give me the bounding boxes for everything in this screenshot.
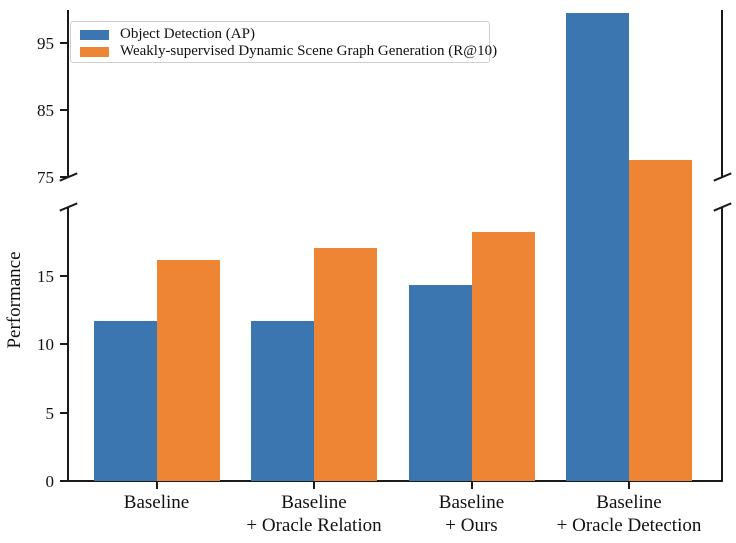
x-tick-1 [313, 482, 315, 489]
x-tick-label-3: Baseline + Oracle Detection [556, 492, 702, 536]
y-tick-95 [60, 42, 67, 45]
y-tick-15 [60, 274, 67, 277]
bar-series0-cat3 [566, 13, 629, 481]
x-tick-label-1: Baseline + Oracle Relation [246, 492, 382, 536]
legend-item-0: Object Detection (AP) [80, 26, 489, 43]
y-tick-label-10: 10 [37, 335, 54, 354]
y-tick-label-85: 85 [37, 101, 54, 121]
y-tick-label-15: 15 [37, 266, 54, 286]
legend: Object Detection (AP) Weakly-supervised D… [70, 21, 497, 63]
legend-swatch-icon [80, 29, 109, 40]
bar-series1-cat3 [629, 160, 692, 481]
y-axis-spine-lower-right [721, 207, 723, 482]
bar-series1-cat0 [156, 260, 220, 481]
legend-label: Weakly-supervised Dynamic Scene Graph Ge… [120, 43, 498, 59]
y-axis-spine-upper-right [721, 10, 723, 177]
y-tick-5 [60, 411, 67, 414]
x-tick-2 [470, 482, 473, 489]
y-tick-label-95: 95 [37, 34, 54, 54]
bar-series0-cat2 [408, 285, 472, 481]
legend-item-1: Weakly-supervised Dynamic Scene Graph Ge… [80, 43, 497, 60]
x-tick-label-2: Baseline + Ours [438, 492, 505, 536]
x-axis-spine [67, 480, 723, 482]
y-tick-0 [60, 480, 67, 482]
x-tick-0 [155, 482, 158, 489]
y-tick-10 [60, 343, 67, 345]
y-axis-spine-lower-left [67, 207, 69, 482]
y-tick-85 [60, 109, 67, 112]
bar-series0-cat0 [93, 320, 157, 481]
y-tick-label-75: 75 [37, 168, 54, 187]
y-tick-label-0: 0 [45, 472, 55, 491]
bar-series1-cat2 [471, 231, 535, 481]
y-axis-spine-upper-left [67, 10, 69, 177]
bar-series1-cat1 [314, 248, 377, 481]
bar-series0-cat1 [251, 320, 314, 481]
legend-swatch-icon [80, 46, 109, 57]
y-tick-75 [60, 176, 67, 178]
y-axis-label: Performance [4, 251, 25, 349]
x-tick-label-0: Baseline [123, 492, 190, 513]
x-tick-3 [628, 482, 630, 489]
legend-label: Object Detection (AP) [120, 26, 255, 42]
y-tick-label-5: 5 [45, 403, 55, 423]
